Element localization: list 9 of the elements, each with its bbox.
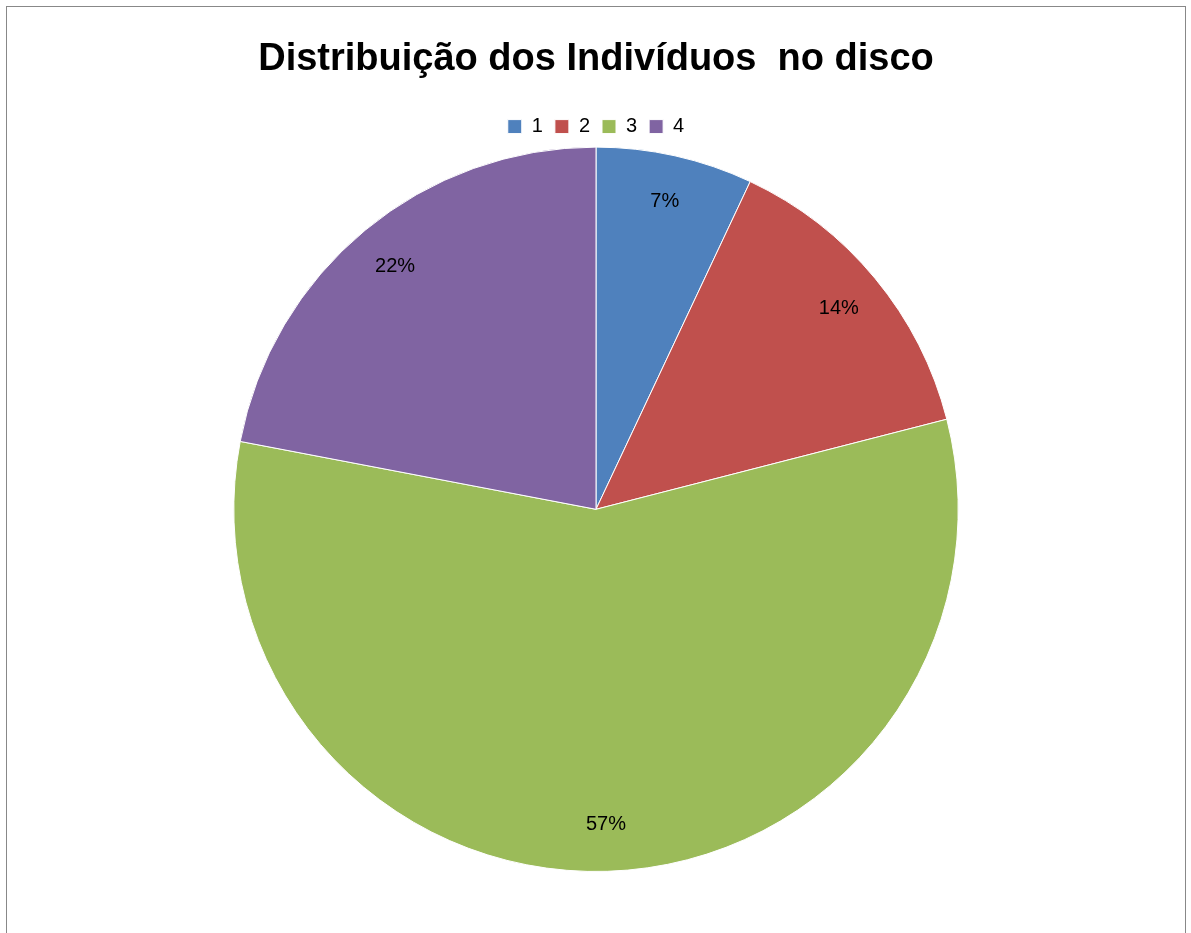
legend-label: 1: [531, 114, 543, 137]
legend-label: 2: [578, 114, 590, 137]
legend-label: 3: [626, 114, 638, 137]
data-label: 57%: [585, 811, 627, 834]
data-label: 7%: [650, 189, 680, 212]
legend-label: 4: [673, 114, 685, 137]
data-label: 22%: [375, 254, 416, 277]
data-label: 14%: [818, 295, 860, 318]
chart-title: Distribuição dos Indivíduos no disco: [258, 36, 934, 79]
